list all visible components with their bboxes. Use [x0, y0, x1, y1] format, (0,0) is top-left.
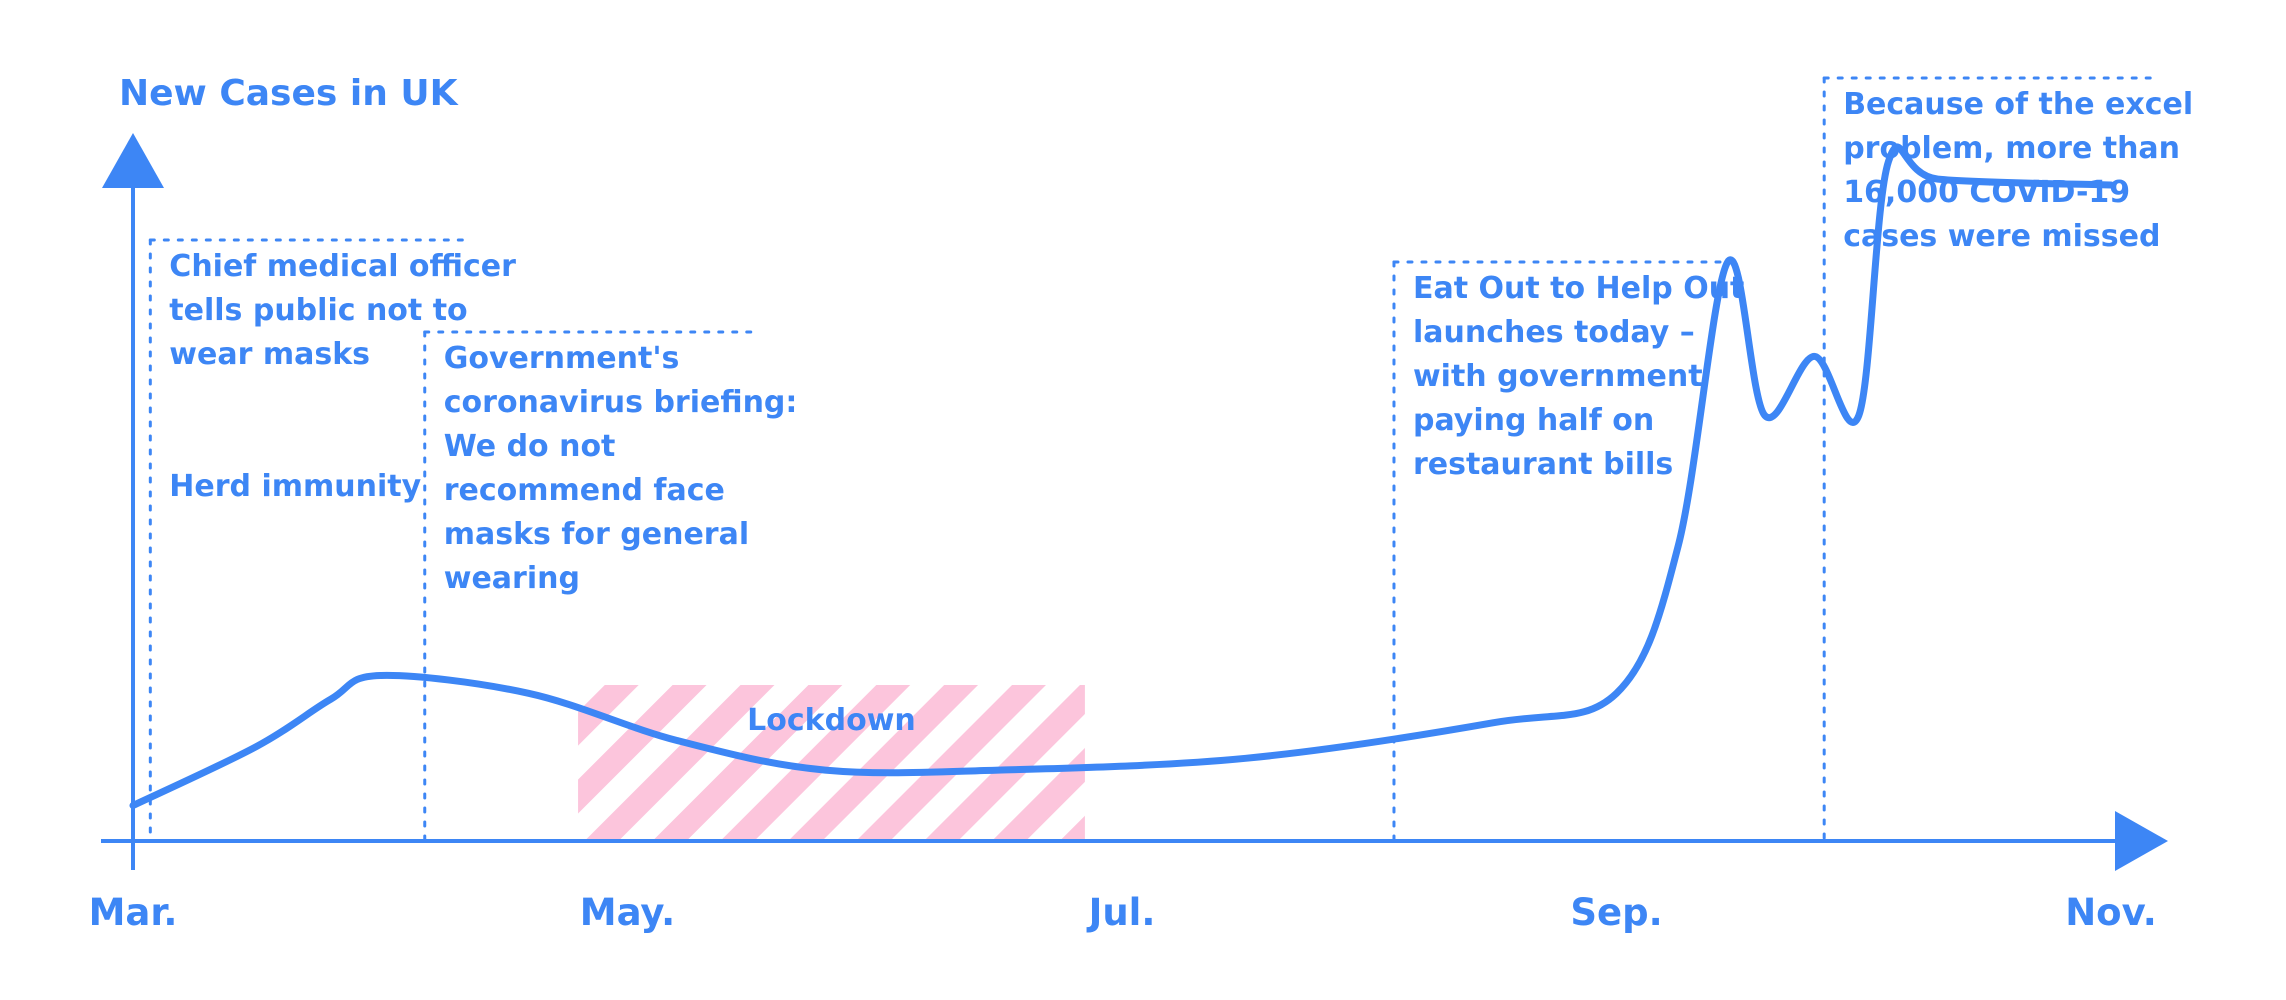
x-tick-label-3: Sep. [1570, 891, 1662, 934]
x-tick-labels: Mar. May. Jul. Sep. Nov. [89, 891, 2157, 934]
x-axis-arrow [2115, 811, 2168, 871]
annotation-1-line-2: We do not [444, 429, 616, 464]
annotations: Chief medical officer tells public not to… [148, 76, 2193, 843]
annotation-2-line-0: Eat Out to Help Out [1413, 271, 1744, 306]
annotation-0-line-5: Herd immunity [169, 469, 421, 504]
annotation-2-line-4: restaurant bills [1413, 447, 1673, 482]
x-tick-label-2: Jul. [1086, 891, 1156, 934]
annotation-0-line-1: tells public not to [169, 293, 467, 328]
x-tick-label-4: Nov. [2065, 891, 2157, 934]
annotation-1-line-5: wearing [444, 561, 580, 596]
annotation-1-line-1: coronavirus briefing: [444, 385, 798, 420]
annotation-0-line-2: wear masks [169, 337, 370, 372]
shaded-region-label-0: Lockdown [747, 703, 916, 738]
shaded-regions: Lockdown [578, 685, 1085, 841]
annotation-2-line-2: with government [1413, 359, 1703, 394]
series [129, 143, 2115, 809]
annotation-3-line-3: cases were missed [1843, 219, 2160, 254]
y-axis-arrow [102, 133, 164, 188]
annotation-1-line-4: masks for general [444, 517, 749, 552]
annotation-2-line-1: launches today – [1413, 315, 1695, 350]
x-tick-label-0: Mar. [89, 891, 178, 934]
annotation-1-line-0: Government's [444, 341, 680, 376]
shaded-region-0 [578, 685, 1085, 841]
chart-title: New Cases in UK [119, 73, 459, 114]
annotation-1-line-3: recommend face [444, 473, 725, 508]
annotation-2-line-3: paying half on [1413, 403, 1654, 438]
x-tick-label-1: May. [580, 891, 675, 934]
annotation-3-line-0: Because of the excel [1843, 87, 2193, 122]
annotation-0-line-0: Chief medical officer [169, 249, 516, 284]
series-line-0 [129, 143, 2115, 809]
axes: New Cases in UK [101, 73, 2168, 871]
